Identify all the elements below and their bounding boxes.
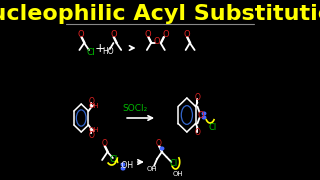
Text: O: O: [78, 30, 84, 39]
Text: OH: OH: [172, 171, 183, 177]
Text: O: O: [184, 30, 190, 39]
Text: Cl: Cl: [110, 156, 118, 165]
Text: O: O: [153, 37, 160, 46]
Text: O: O: [163, 30, 169, 39]
Text: O: O: [197, 111, 204, 120]
Text: SOCl₂: SOCl₂: [122, 103, 148, 112]
Text: O: O: [156, 138, 162, 147]
Text: O: O: [145, 30, 151, 39]
Text: O: O: [101, 138, 108, 147]
Text: OH: OH: [89, 127, 99, 133]
Text: HO: HO: [102, 46, 114, 55]
Text: OH: OH: [147, 166, 157, 172]
Text: O: O: [195, 128, 201, 137]
Text: Cl: Cl: [208, 123, 217, 132]
Text: O: O: [195, 93, 201, 102]
Text: O: O: [89, 96, 95, 105]
Text: Cl: Cl: [86, 48, 95, 57]
Text: Nucleophilic Acyl Substitution: Nucleophilic Acyl Substitution: [0, 4, 320, 24]
Text: +: +: [95, 42, 106, 55]
Text: OH: OH: [89, 103, 99, 109]
Text: Cl: Cl: [170, 159, 178, 168]
Text: :OH: :OH: [119, 161, 134, 170]
Text: O: O: [89, 130, 95, 140]
Text: O: O: [110, 30, 117, 39]
